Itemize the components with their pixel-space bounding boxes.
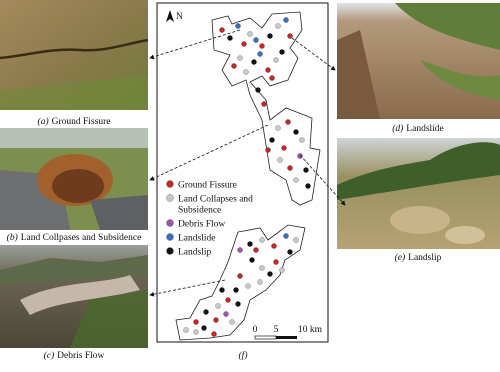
hazard-point [265,147,271,153]
hazard-point [257,51,263,57]
hazard-point [231,63,237,69]
legend-swatch [166,233,174,241]
scale-label: 10 km [298,325,323,335]
hazard-point [273,57,279,63]
photo-a [0,0,149,110]
hazard-point [241,41,247,47]
hazard-point [273,259,279,265]
hazard-point [271,243,277,249]
hazard-point [279,267,285,273]
hazard-point [249,257,255,263]
hazard-point [269,137,275,143]
hazard-point [223,311,229,317]
legend-label: Ground Fissure [178,181,237,191]
hazard-point [265,67,271,73]
north-label: N [176,12,183,22]
hazard-point [183,327,189,333]
hazard-point [293,237,299,243]
hazard-point [247,31,253,37]
hazard-point [267,271,273,277]
photo-b [0,128,148,230]
legend-swatch [166,180,174,188]
caption-a: (a) Ground Fissure [38,116,111,127]
photo-d [337,3,500,119]
hazard-point [275,23,281,29]
hazard-point [237,247,243,253]
hazard-point [287,165,293,171]
photo-c [0,245,148,348]
hazard-point [219,27,225,33]
legend-swatch [166,219,174,227]
scale-label: 5 [274,325,279,335]
map-label: (f) [239,350,248,361]
hazard-point [285,119,291,125]
caption-c: (c) Debris Flow [44,350,105,361]
hazard-point [227,35,233,41]
hazard-point [259,237,265,243]
hazard-point [283,233,289,239]
hazard-point [269,75,275,81]
hazard-point [225,297,231,303]
caption-e: (e) Landslip [395,252,442,263]
hazard-point [293,177,299,183]
hazard-point [299,137,305,143]
hazard-point [287,249,293,255]
hazard-point [203,309,209,315]
hazard-point [253,37,259,43]
legend-label: Land Collapses and [178,195,253,205]
hazard-point [279,49,285,55]
hazard-point [305,183,311,189]
hazard-point [281,145,287,151]
hazard-point [243,69,249,75]
hazard-point [297,153,303,159]
legend-swatch [166,194,174,202]
scale-bar [254,335,297,340]
hazard-point [201,325,207,331]
hazard-point [277,157,283,163]
connectors [149,29,346,297]
legend-label: Landslide [178,234,215,244]
hazard-point [193,329,199,335]
hazard-point [287,33,293,39]
hazard-point [237,273,243,279]
hazard-point [233,287,239,293]
hazard-point [211,331,217,337]
hazard-point [259,43,265,49]
hazard-point [215,303,221,309]
hazard-point [247,241,253,247]
scale-label: 0 [253,325,258,335]
legend-label: Landslip [178,248,211,258]
north-arrow [166,10,174,22]
caption-b: (b) Land Collpases and Subsidence [7,232,142,243]
hazard-point [303,167,309,173]
hazard-point [229,319,235,325]
hazard-point [213,317,219,323]
hazard-point [255,87,261,93]
hazard-point [267,33,273,39]
hazard-point [245,283,251,289]
photo-e [337,138,500,249]
hazard-point [261,101,267,107]
hazard-point [251,59,257,65]
caption-d: (d) Landslide [392,123,444,134]
hazard-point [283,17,289,23]
legend-swatch [166,247,174,255]
hazard-point [257,279,263,285]
hazard-point [235,301,241,307]
legend-label: Debris Flow [178,220,225,230]
legend-label: Subsidence [178,206,221,216]
hazard-point [237,55,243,61]
hazard-point [235,23,241,29]
hazard-point [293,129,299,135]
hazard-point [259,265,265,271]
hazard-point [193,319,199,325]
hazard-point [219,287,225,293]
hazard-point [253,247,259,253]
hazard-point [275,125,281,131]
